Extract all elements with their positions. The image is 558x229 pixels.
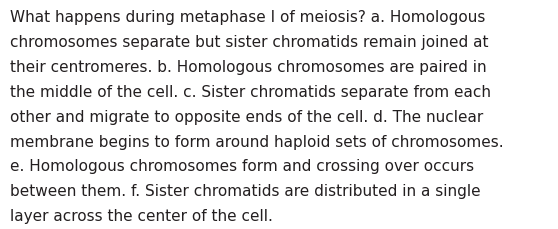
Text: the middle of the cell. c. Sister chromatids separate from each: the middle of the cell. c. Sister chroma…	[10, 85, 491, 99]
Text: e. Homologous chromosomes form and crossing over occurs: e. Homologous chromosomes form and cross…	[10, 159, 474, 174]
Text: What happens during metaphase I of meiosis? a. Homologous: What happens during metaphase I of meios…	[10, 10, 485, 25]
Text: between them. f. Sister chromatids are distributed in a single: between them. f. Sister chromatids are d…	[10, 183, 480, 198]
Text: other and migrate to opposite ends of the cell. d. The nuclear: other and migrate to opposite ends of th…	[10, 109, 483, 124]
Text: their centromeres. b. Homologous chromosomes are paired in: their centromeres. b. Homologous chromos…	[10, 60, 487, 75]
Text: membrane begins to form around haploid sets of chromosomes.: membrane begins to form around haploid s…	[10, 134, 504, 149]
Text: chromosomes separate but sister chromatids remain joined at: chromosomes separate but sister chromati…	[10, 35, 489, 50]
Text: layer across the center of the cell.: layer across the center of the cell.	[10, 208, 273, 223]
